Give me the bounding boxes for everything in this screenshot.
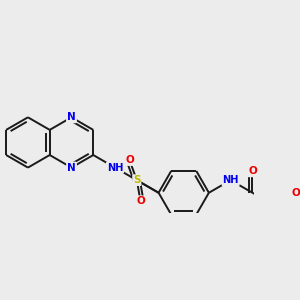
Text: O: O — [125, 155, 134, 165]
Text: O: O — [136, 196, 145, 206]
Text: N: N — [67, 163, 76, 172]
Text: S: S — [133, 175, 141, 185]
Text: O: O — [248, 167, 257, 176]
Text: N: N — [67, 163, 76, 172]
Text: NH: NH — [222, 175, 239, 185]
Text: N: N — [67, 112, 76, 122]
Text: O: O — [292, 188, 300, 198]
Text: N: N — [67, 112, 76, 122]
Text: NH: NH — [107, 163, 123, 172]
